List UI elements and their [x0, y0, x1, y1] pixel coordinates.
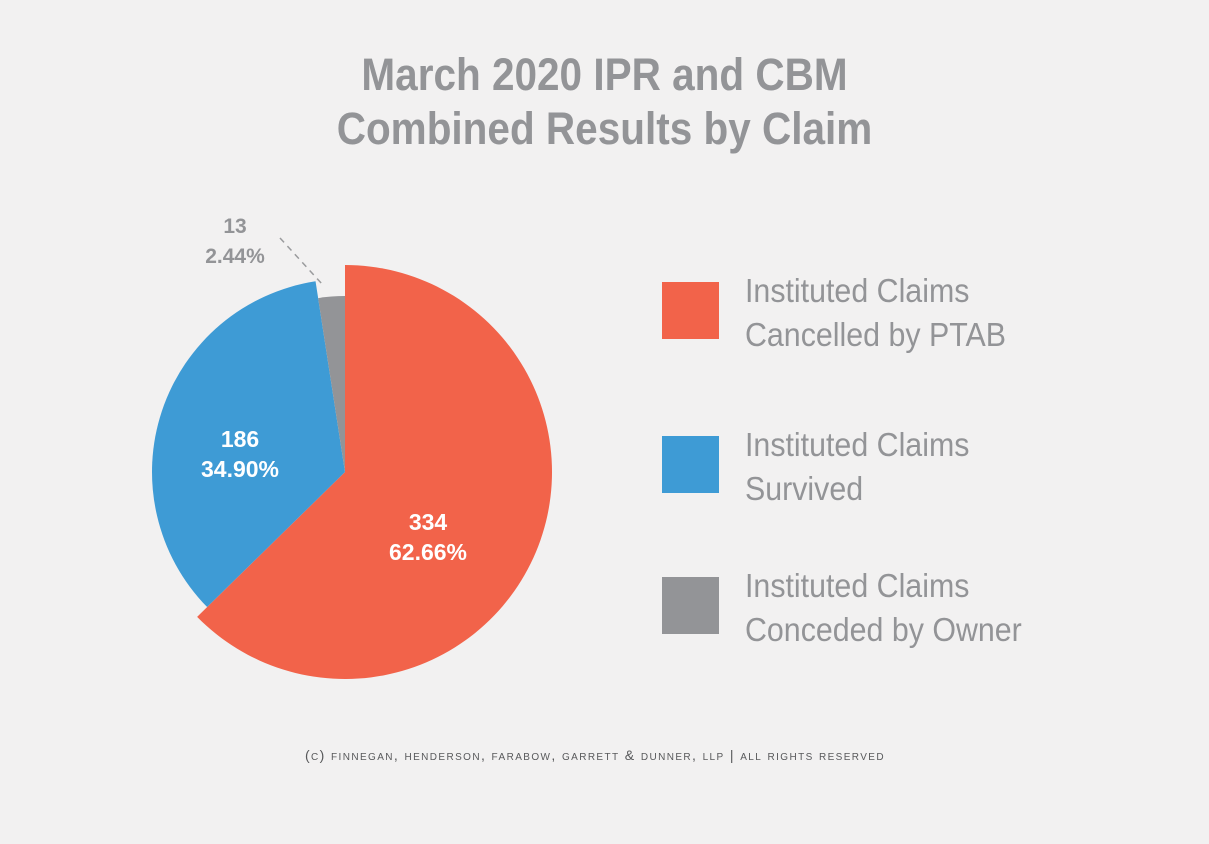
- legend-label-cancelled-line-1: Instituted Claims: [745, 272, 970, 309]
- legend-label-survived-line-2: Survived: [745, 470, 864, 507]
- slice-percent-survived: 34.90%: [201, 456, 279, 482]
- legend-label-conceded-line-1: Instituted Claims: [745, 567, 970, 604]
- leader-line-conceded: [279, 237, 323, 285]
- slice-label-conceded: 13 2.44%: [205, 215, 265, 268]
- pie-slice-conceded: [318, 296, 345, 472]
- chart-title-line-2: Combined Results by Claim: [336, 103, 873, 154]
- slice-percent-cancelled: 62.66%: [389, 539, 467, 565]
- slice-value-conceded: 13: [223, 215, 246, 238]
- copyright-footer: (c) Finnegan, Henderson, Farabow, Garret…: [305, 747, 885, 763]
- slice-label-survived: 186 34.90%: [201, 426, 279, 482]
- legend-swatch-cancelled: [662, 282, 719, 339]
- legend-label-cancelled: Instituted Claims Cancelled by PTAB: [745, 269, 1131, 357]
- slice-label-cancelled: 334 62.66%: [389, 509, 467, 565]
- pie-slice-survived: [152, 281, 345, 608]
- legend-label-survived: Instituted Claims Survived: [745, 423, 1131, 511]
- slice-percent-conceded: 2.44%: [205, 245, 265, 268]
- chart-title-line-1: March 2020 IPR and CBM: [361, 49, 848, 100]
- chart-title: March 2020 IPR and CBM Combined Results …: [60, 48, 1148, 156]
- legend-label-survived-line-1: Instituted Claims: [745, 426, 970, 463]
- legend-label-conceded: Instituted Claims Conceded by Owner: [745, 564, 1131, 652]
- legend-swatch-conceded: [662, 577, 719, 634]
- slice-value-survived: 186: [221, 426, 259, 452]
- pie-slice-cancelled: [197, 265, 552, 679]
- legend-swatch-survived: [662, 436, 719, 493]
- slice-value-cancelled: 334: [409, 509, 448, 535]
- legend-label-cancelled-line-2: Cancelled by PTAB: [745, 316, 1007, 353]
- legend-label-conceded-line-2: Conceded by Owner: [745, 611, 1022, 648]
